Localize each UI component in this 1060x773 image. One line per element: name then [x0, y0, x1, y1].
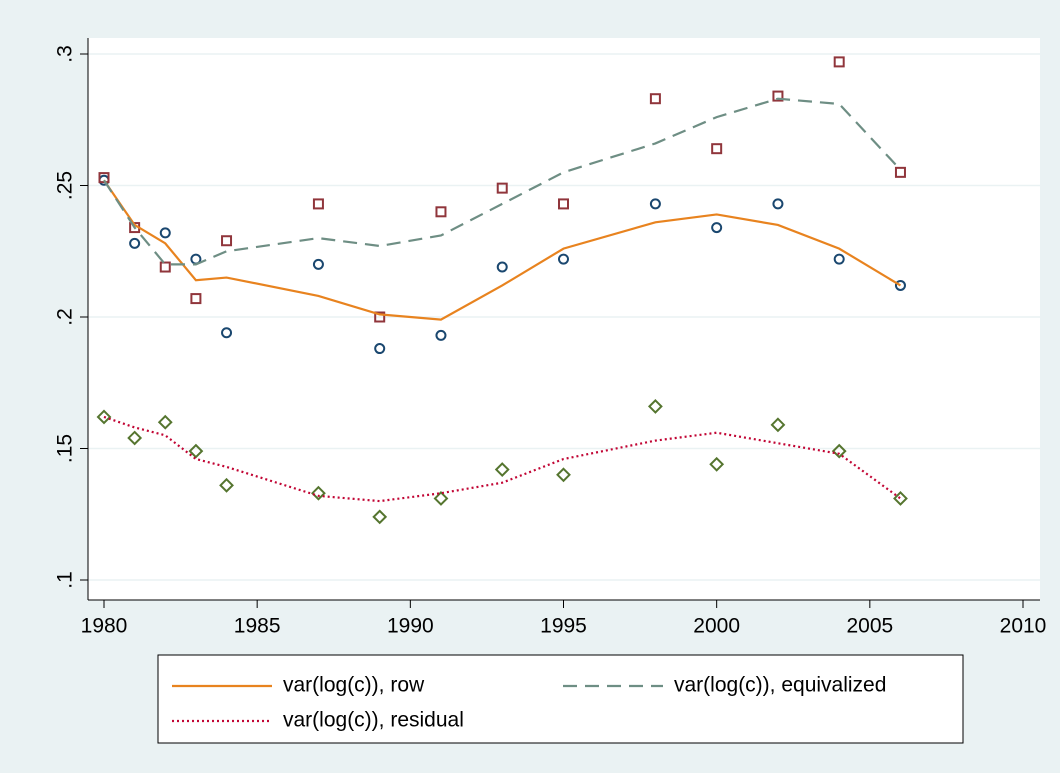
point	[159, 227, 171, 239]
point	[159, 261, 171, 273]
point	[772, 90, 784, 102]
x-tick-label: 2005	[846, 615, 893, 638]
point	[558, 253, 569, 265]
point	[894, 279, 906, 291]
point	[711, 143, 723, 155]
point	[649, 198, 661, 210]
point	[372, 509, 388, 525]
plot-area	[88, 38, 1040, 600]
point	[312, 198, 324, 210]
legend-label: var(log(c)), residual	[283, 709, 464, 732]
y-tick-label: .3	[54, 45, 77, 63]
y-tick-label: .1	[54, 571, 77, 589]
legend-label: var(log(c)), row	[283, 674, 425, 697]
point	[647, 399, 663, 414]
point	[157, 414, 173, 430]
point	[496, 261, 508, 273]
x-tick-label: 1995	[540, 615, 587, 638]
point	[496, 182, 508, 194]
x-tick-label: 1985	[234, 615, 281, 638]
point	[221, 327, 233, 339]
x-tick-label: 2000	[693, 615, 740, 638]
point	[96, 409, 112, 425]
series-line	[103, 97, 902, 266]
series-line	[103, 415, 902, 503]
point	[219, 477, 234, 493]
point	[435, 206, 447, 218]
point	[221, 235, 233, 247]
legend-box	[157, 654, 964, 744]
point	[894, 166, 906, 178]
point	[433, 491, 449, 506]
point	[833, 56, 845, 68]
point	[833, 253, 845, 265]
point	[188, 443, 204, 459]
point	[649, 93, 661, 105]
point	[893, 491, 908, 506]
x-tick-label: 2010	[1000, 615, 1047, 638]
point	[556, 467, 571, 483]
point	[772, 198, 784, 210]
point	[312, 258, 324, 270]
point	[494, 462, 510, 477]
point	[190, 293, 202, 305]
point	[770, 417, 786, 433]
x-tick-label: 1990	[387, 615, 434, 638]
y-tick-label: .25	[54, 171, 77, 200]
point	[311, 485, 326, 501]
series-line	[103, 179, 902, 321]
point	[129, 237, 141, 249]
point	[711, 222, 723, 234]
x-tick-label: 1980	[81, 615, 128, 638]
y-tick-label: .2	[54, 308, 77, 326]
point	[374, 311, 386, 323]
legend-label: var(log(c)), equivalized	[674, 674, 886, 697]
point	[558, 198, 569, 210]
point	[127, 430, 143, 446]
point	[709, 456, 725, 472]
point	[435, 329, 447, 341]
point	[831, 443, 847, 459]
point	[374, 343, 386, 355]
y-tick-label: .15	[54, 434, 77, 463]
